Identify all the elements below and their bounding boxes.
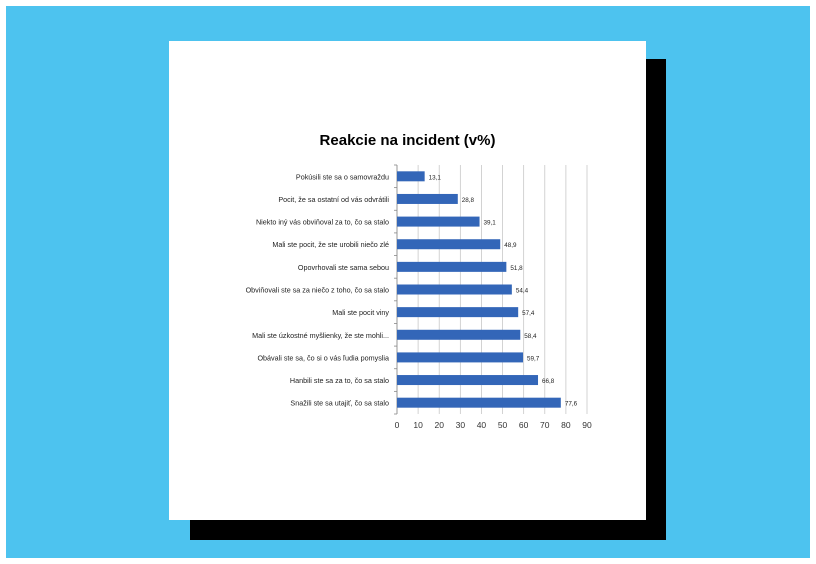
category-label: Snažili ste sa utajiť, čo sa stalo: [290, 399, 389, 408]
bar-10: [397, 375, 539, 386]
x-tick-label: 0: [395, 420, 400, 430]
data-label: 66,8: [542, 378, 555, 385]
category-label: Obviňovali ste sa za niečo z toho, čo sa…: [246, 286, 389, 295]
x-tick-label: 30: [456, 420, 466, 430]
x-tick-label: 90: [582, 420, 592, 430]
bar-9: [397, 352, 524, 363]
category-label: Opovrhovali ste sama sebou: [298, 263, 389, 272]
data-label: 54,4: [516, 288, 529, 295]
data-label: 51,8: [510, 265, 523, 272]
x-tick-label: 50: [498, 420, 508, 430]
data-label: 77,6: [565, 401, 578, 408]
bar-8: [397, 329, 521, 340]
category-label: Mali ste úzkostné myšlienky, že ste mohl…: [252, 331, 389, 340]
category-label: Pokúsili ste sa o samovraždu: [296, 172, 389, 181]
category-label: Niekto iný vás obviňoval za to, čo sa st…: [256, 218, 389, 227]
bar-5: [397, 261, 507, 272]
bar-11: [397, 397, 561, 408]
chart-card: Reakcie na incident (v%) 0 10 20 30 40 50 60 70…: [169, 41, 646, 520]
chart-title: Reakcie na incident (v%): [319, 132, 496, 149]
data-label: 58,4: [524, 333, 537, 340]
bars-layer: [397, 171, 561, 408]
x-tick-label: 10: [413, 420, 423, 430]
data-label: 13,1: [429, 174, 442, 181]
data-label: 57,4: [522, 310, 535, 317]
bar-chart: 0 10 20 30 40 50 60 70 80 90 Pokúsili ste sa o sam…: [246, 164, 592, 430]
x-tick-label: 70: [540, 420, 550, 430]
bar-4: [397, 239, 501, 250]
labels-layer: 0 10 20 30 40 50 60 70 80 90 Pokúsili ste sa o sam…: [246, 172, 592, 430]
category-label: Mali ste pocit viny: [332, 308, 389, 317]
category-label: Hanbili ste sa za to, čo sa stalo: [290, 376, 389, 385]
data-label: 59,7: [527, 355, 540, 362]
bar-6: [397, 284, 512, 295]
data-label: 39,1: [484, 220, 497, 227]
x-tick-label: 20: [434, 420, 444, 430]
data-label: 28,8: [462, 197, 475, 204]
x-tick-label: 80: [561, 420, 571, 430]
bar-2: [397, 193, 458, 204]
x-tick-label: 40: [477, 420, 487, 430]
bar-3: [397, 216, 480, 227]
category-label: Pocit, že sa ostatní od vás odvrátili: [278, 195, 389, 204]
bar-7: [397, 307, 519, 318]
category-label: Obávali ste sa, čo si o vás ľudia pomysl…: [257, 353, 389, 362]
category-label: Mali ste pocit, že ste urobili niečo zlé: [272, 240, 389, 249]
bar-1: [397, 171, 425, 182]
x-tick-label: 60: [519, 420, 529, 430]
data-label: 48,9: [504, 242, 517, 249]
